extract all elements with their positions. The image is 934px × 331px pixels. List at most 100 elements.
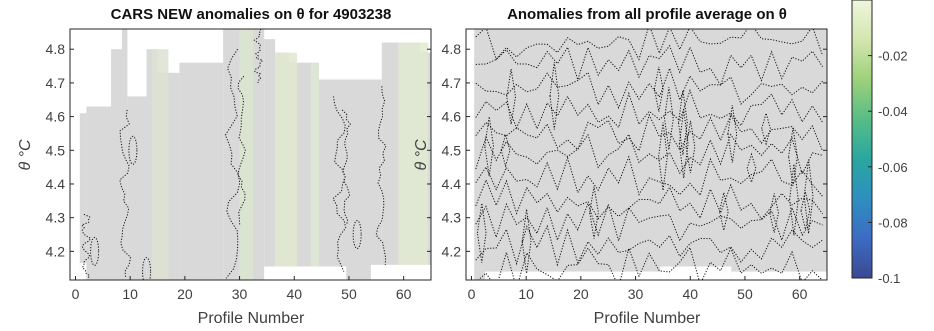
contour-line-5 [341, 109, 351, 225]
field-column-4 [127, 96, 147, 280]
right-y-ticks: 4.2 4.3 4.4 4.5 4.6 4.7 4.8 [442, 41, 827, 259]
tint-band-1 [239, 29, 254, 280]
contour-line-3 [237, 75, 246, 225]
contour-diamond-17 [549, 62, 560, 130]
left-axes-frame [69, 28, 432, 281]
left-x-ticks: 0 10 20 30 40 50 60 [72, 276, 412, 302]
contour-diamond-9 [678, 109, 689, 179]
y-tick-label: 4.5 [46, 142, 66, 158]
contour-loop-2 [352, 220, 362, 250]
missing-region-2 [370, 264, 431, 280]
colorbar: -0.02 -0.04 -0.06 -0.08 -0.1 [851, 0, 908, 286]
right-anomaly-field [474, 29, 827, 280]
y-tick-label: 4.6 [46, 109, 66, 125]
contour-line-10 [475, 29, 824, 61]
contour-diamond-11 [658, 122, 668, 191]
contour-diamond-12 [761, 111, 771, 146]
contour-line-1 [119, 109, 132, 279]
right-x-axis-label: Profile Number [594, 310, 701, 327]
tint-band-2 [275, 52, 297, 280]
field-column-0 [79, 113, 87, 280]
y-tick-label: 4.4 [46, 176, 66, 192]
contour-diamond-4 [476, 203, 487, 263]
field-column-0 [474, 29, 827, 280]
y-tick-label: 4.2 [46, 243, 66, 259]
missing-region-0 [485, 271, 661, 280]
contour-line-2 [224, 48, 241, 279]
contour-line-8 [475, 66, 823, 109]
contour-line-0 [477, 246, 823, 280]
right-x-ticks: 0 10 20 30 40 50 60 [468, 276, 808, 302]
contour-diamond-15 [653, 66, 664, 112]
contour-diamond-19 [769, 193, 780, 233]
x-tick-label: 50 [737, 286, 753, 302]
y-tick-label: 4.6 [442, 109, 462, 125]
left-anomaly-field [79, 29, 431, 280]
y-tick-label: 4.2 [442, 243, 462, 259]
x-tick-label: 10 [518, 286, 534, 302]
left-y-ticks: 4.2 4.3 4.4 4.5 4.6 4.7 4.8 [46, 41, 431, 259]
y-tick-label: 4.7 [442, 75, 462, 91]
contour-line-2 [475, 202, 823, 243]
contour-diamond-2 [500, 132, 511, 168]
field-column-12 [318, 79, 382, 280]
field-column-1 [86, 106, 112, 280]
colorbar-tick-label: -0.08 [878, 215, 908, 230]
tint-band-0 [152, 49, 169, 280]
contour-diamond-5 [803, 159, 814, 234]
colorbar-tick-label: -0.04 [878, 104, 908, 119]
contour-diamond-21 [506, 69, 517, 125]
x-tick-label: 20 [177, 286, 193, 302]
contour-diamond-14 [718, 192, 729, 231]
y-tick-label: 4.3 [46, 210, 66, 226]
x-tick-label: 30 [232, 286, 248, 302]
y-tick-label: 4.7 [46, 75, 66, 91]
contour-loop-0 [90, 236, 100, 266]
missing-region-1 [660, 266, 732, 280]
x-tick-label: 0 [72, 286, 80, 302]
x-tick-label: 60 [396, 286, 412, 302]
left-heatmap-panel: CARS NEW anomalies on θ for 4903238 0 10 2… [17, 6, 432, 327]
y-tick-label: 4.8 [46, 41, 66, 57]
field-column-13 [381, 42, 396, 280]
right-y-axis-label: θ °C [413, 139, 430, 171]
x-tick-label: 40 [682, 286, 698, 302]
left-contour-lines [80, 29, 387, 280]
x-tick-label: 10 [122, 286, 138, 302]
contour-diamond-16 [484, 116, 495, 176]
x-tick-label: 0 [468, 286, 476, 302]
x-tick-label: 50 [341, 286, 357, 302]
contour-loop-3 [142, 257, 152, 280]
colorbar-tick-label: -0.1 [878, 271, 900, 286]
right-axes-frame [465, 28, 828, 281]
contour-diamond-8 [521, 209, 532, 274]
field-column-9 [264, 39, 276, 280]
field-column-2 [111, 49, 122, 280]
y-tick-label: 4.5 [442, 142, 462, 158]
right-title: Anomalies from all profile average on θ [507, 6, 787, 23]
contour-line-7 [253, 29, 264, 83]
left-title: CARS NEW anomalies on θ for 4903238 [111, 6, 392, 23]
left-y-axis-label: θ °C [17, 139, 34, 171]
y-tick-label: 4.4 [442, 176, 462, 192]
tint-band-4 [398, 42, 429, 280]
contour-line-3 [475, 178, 823, 220]
contour-line-4 [475, 155, 823, 197]
contour-line-6 [375, 86, 387, 265]
right-heatmap-panel: Anomalies from all profile average on θ … [413, 6, 828, 327]
x-tick-label: 40 [286, 286, 302, 302]
field-column-7 [179, 62, 224, 280]
missing-region-0 [79, 263, 87, 280]
contour-diamond-6 [685, 120, 696, 174]
colorbar-tick-label: -0.06 [878, 160, 908, 175]
missing-region-1 [264, 266, 347, 280]
tint-band-3 [310, 62, 319, 280]
colorbar-ticks: -0.02 -0.04 -0.06 -0.08 -0.1 [868, 49, 908, 286]
contour-line-5 [475, 133, 823, 176]
x-tick-label: 20 [573, 286, 589, 302]
colorbar-gradient [851, 0, 873, 279]
right-contour-lines [475, 29, 824, 280]
contour-diamond-10 [677, 90, 688, 155]
contour-loop-1 [128, 135, 138, 165]
